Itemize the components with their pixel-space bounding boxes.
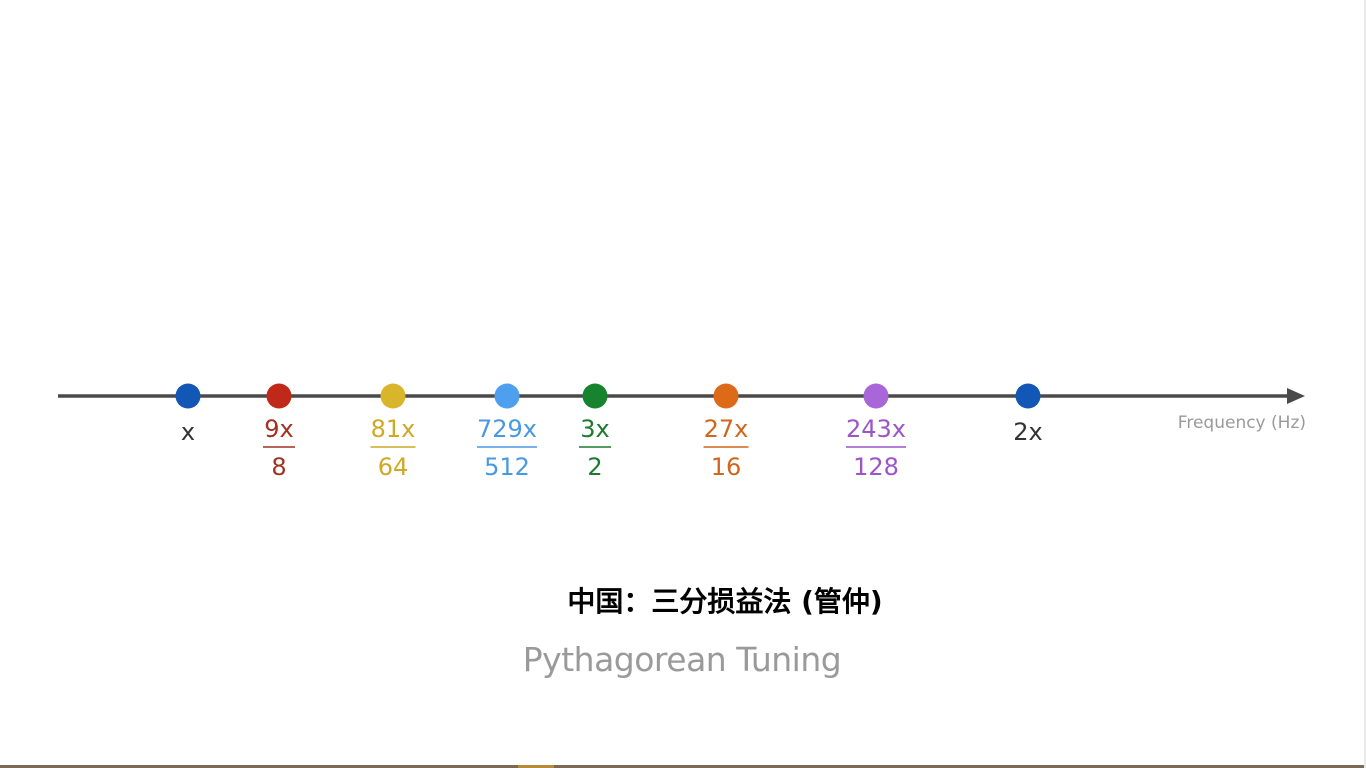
point-group: 9x8 <box>263 383 295 481</box>
chinese-title: 中国：三分损益法 (管仲) <box>567 585 883 618</box>
point-numerator: 9x <box>264 415 293 443</box>
point-group: 2x <box>1013 383 1043 446</box>
point-denominator: 8 <box>271 453 286 481</box>
point-numerator: 81x <box>371 415 416 443</box>
right-border <box>1364 0 1366 768</box>
point-denominator: 128 <box>853 453 899 481</box>
axis-arrowhead <box>1287 388 1305 404</box>
point-numerator: 2x <box>1013 418 1042 446</box>
point-marker <box>713 383 739 409</box>
point-group: 243x 128 <box>846 383 906 481</box>
english-title: Pythagorean Tuning <box>0 640 1366 679</box>
point-numerator: 729x <box>477 415 537 443</box>
point-numerator: 243x <box>846 415 906 443</box>
point-numerator: 3x <box>580 415 609 443</box>
point-marker <box>175 383 201 409</box>
bottom-border-accent <box>518 765 554 768</box>
point-denominator: 64 <box>378 453 409 481</box>
point-marker <box>266 383 292 409</box>
point-numerator: x <box>181 418 195 446</box>
axis-label: Frequency (Hz) <box>1178 413 1306 433</box>
english-title-text: Pythagorean Tuning <box>522 640 842 679</box>
point-marker <box>582 383 608 409</box>
point-marker <box>494 383 520 409</box>
frequency-number-line: Frequency (Hz) x 9x881x64729x5123x227x162… <box>58 383 1306 481</box>
point-denominator: 16 <box>711 453 742 481</box>
point-denominator: 2 <box>587 453 602 481</box>
point-marker <box>863 383 889 409</box>
point-numerator: 27x <box>704 415 749 443</box>
point-group: 729x 512 <box>477 383 537 481</box>
point-group: 3x2 <box>579 383 611 481</box>
point-marker <box>1015 383 1041 409</box>
point-marker <box>380 383 406 409</box>
point-denominator: 512 <box>484 453 530 481</box>
point-group: x <box>175 383 201 446</box>
bottom-border <box>0 765 1366 768</box>
